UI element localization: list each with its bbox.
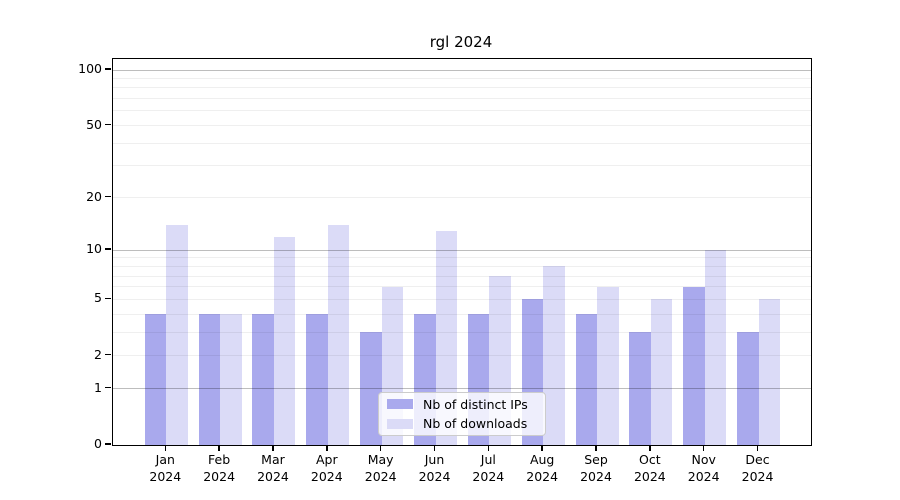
bar-downloads-jun [435, 230, 457, 445]
x-tick-label-feb: Feb 2024 [203, 452, 236, 484]
legend-row-distinct-ips: Nb of distinct IPs [387, 396, 537, 413]
x-tick-mark-mar [272, 445, 274, 451]
chart-title: rgl 2024 [429, 33, 493, 51]
y-tick-mark-5 [105, 297, 111, 300]
x-tick-mark-jan [164, 445, 166, 451]
bar-downloads-aug [543, 266, 565, 445]
y-tick-mark-20 [105, 195, 111, 198]
bar-downloads-jan [166, 224, 188, 445]
bars-layer [113, 59, 811, 445]
legend-swatch-distinct-ips [387, 399, 413, 410]
x-tick-label-may: May 2024 [364, 452, 397, 484]
y-tick-label-100: 100 [78, 61, 102, 76]
y-tick-mark-0 [105, 443, 111, 445]
x-tick-label-apr: Apr 2024 [310, 452, 343, 484]
y-tick-mark-1 [105, 386, 111, 389]
y-tick-label-50: 50 [86, 116, 102, 132]
x-tick-mark-jul [487, 445, 490, 451]
legend-swatch-downloads [387, 418, 413, 429]
x-tick-mark-nov [703, 445, 705, 451]
bar-downloads-nov [704, 250, 727, 445]
y-tick-label-2: 2 [94, 346, 102, 362]
bar-downloads-dec [758, 299, 781, 445]
x-tick-mark-feb [218, 445, 220, 451]
y-tick-mark-100 [105, 68, 111, 70]
legend-row-downloads: Nb of downloads [387, 416, 537, 433]
x-tick-label-nov: Nov 2024 [687, 452, 720, 484]
x-tick-mark-may [379, 445, 382, 451]
bar-ips-oct [629, 332, 651, 445]
bar-ips-sep [575, 314, 598, 445]
x-tick-mark-jun [433, 445, 436, 451]
y-tick-label-5: 5 [94, 290, 102, 306]
legend-label-downloads: Nb of downloads [423, 416, 528, 432]
x-tick-label-dec: Dec 2024 [741, 452, 774, 484]
bar-downloads-apr [327, 224, 350, 445]
bar-ips-jan [144, 314, 167, 445]
x-tick-label-aug: Aug 2024 [526, 452, 559, 484]
legend: Nb of distinct IPs Nb of downloads [378, 392, 546, 436]
bar-downloads-sep [597, 286, 619, 445]
plot-area [112, 58, 812, 446]
y-tick-mark-10 [105, 248, 111, 250]
y-tick-label-0: 0 [94, 436, 102, 451]
bar-ips-mar [252, 314, 274, 445]
y-tick-label-1: 1 [94, 379, 102, 395]
x-tick-label-oct: Oct 2024 [633, 452, 666, 484]
legend-label-distinct-ips: Nb of distinct IPs [423, 396, 528, 412]
y-tick-mark-2 [105, 354, 111, 356]
y-tick-label-10: 10 [86, 241, 102, 257]
bar-downloads-oct [650, 299, 673, 445]
bar-ips-apr [306, 314, 328, 445]
x-tick-mark-apr [326, 445, 328, 451]
x-tick-label-jun: Jun 2024 [418, 452, 451, 484]
y-tick-mark-50 [105, 123, 111, 126]
bar-ips-nov [683, 286, 705, 445]
y-tick-label-20: 20 [86, 188, 102, 204]
bar-downloads-mar [273, 236, 296, 445]
x-tick-label-mar: Mar 2024 [257, 452, 289, 484]
x-tick-mark-sep [595, 445, 597, 451]
x-tick-label-jan: Jan 2024 [149, 452, 182, 484]
x-tick-label-sep: Sep 2024 [580, 452, 612, 484]
x-tick-mark-aug [541, 445, 543, 451]
bar-downloads-feb [220, 314, 242, 445]
x-tick-label-jul: Jul 2024 [472, 452, 505, 484]
x-tick-mark-oct [649, 445, 651, 451]
x-tick-mark-dec [756, 445, 759, 451]
bar-ips-feb [198, 314, 221, 445]
bar-ips-dec [737, 332, 759, 445]
bar-ips-may [360, 332, 382, 445]
